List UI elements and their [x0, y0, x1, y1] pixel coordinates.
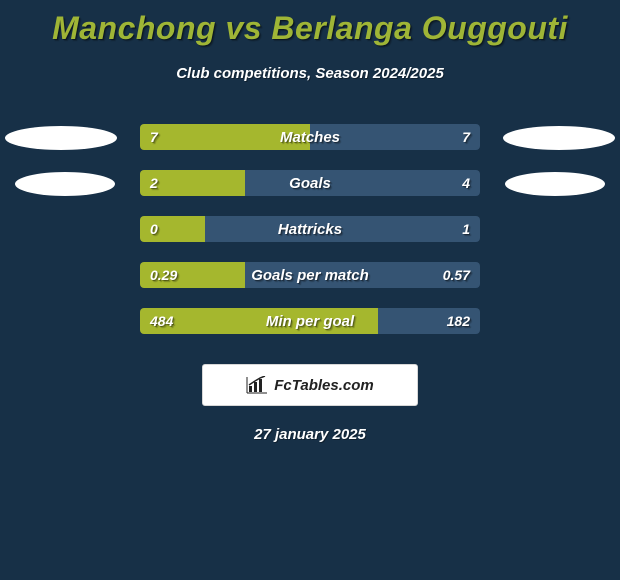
comparison-row: Goals per match0.290.57: [0, 262, 620, 288]
bar-left-segment: [140, 262, 245, 288]
page-title: Manchong vs Berlanga Ouggouti: [52, 10, 568, 47]
right-ellipse: [503, 126, 615, 150]
comparison-row: Matches77: [0, 124, 620, 150]
bar-right-segment: [205, 216, 480, 242]
bar-left-segment: [140, 308, 378, 334]
comparison-infographic: Manchong vs Berlanga Ouggouti Club compe…: [0, 0, 620, 580]
left-ellipse: [5, 126, 117, 150]
source-badge: FcTables.com: [202, 364, 418, 406]
bar-track: [140, 170, 480, 196]
bar-right-segment: [378, 308, 480, 334]
bar-track: [140, 308, 480, 334]
bar-track: [140, 216, 480, 242]
bar-left-segment: [140, 216, 205, 242]
bar-right-segment: [245, 170, 480, 196]
bar-track: [140, 262, 480, 288]
bar-right-segment: [245, 262, 480, 288]
left-ellipse: [15, 172, 115, 196]
comparison-row: Goals24: [0, 170, 620, 196]
footer-date: 27 january 2025: [254, 426, 366, 443]
subtitle: Club competitions, Season 2024/2025: [176, 65, 444, 82]
right-ellipse: [505, 172, 605, 196]
bar-right-segment: [310, 124, 480, 150]
bar-track: [140, 124, 480, 150]
bar-left-segment: [140, 124, 310, 150]
bar-left-segment: [140, 170, 245, 196]
comparison-chart: Matches77 Goals24 Hattricks01 Goals per mat…: [0, 124, 620, 354]
comparison-row: Min per goal484182: [0, 308, 620, 334]
bar-chart-icon: [246, 376, 268, 394]
source-badge-text: FcTables.com: [274, 377, 373, 394]
comparison-row: Hattricks01: [0, 216, 620, 242]
